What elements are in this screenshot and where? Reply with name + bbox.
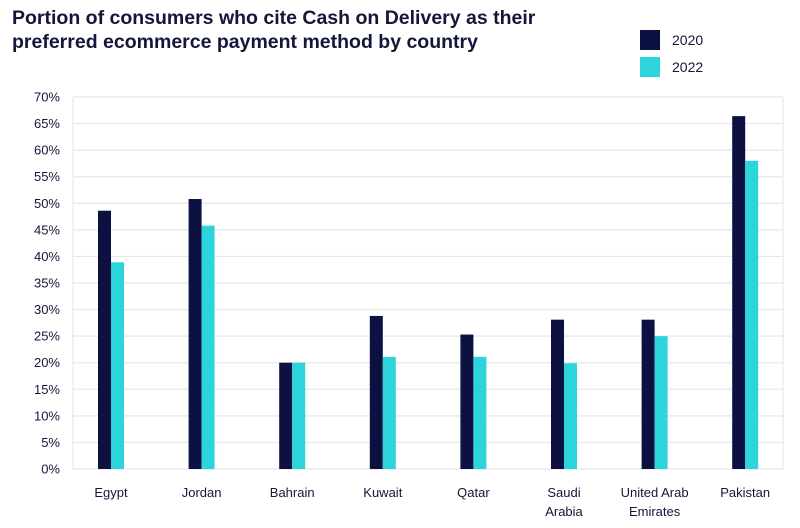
y-tick-label: 55% <box>34 169 60 184</box>
y-tick-label: 30% <box>34 302 60 317</box>
y-tick-label: 5% <box>41 435 60 450</box>
bar-2020-bahrain <box>279 362 293 469</box>
bar-2022-qatar <box>473 356 487 469</box>
bar-2020-qatar <box>460 334 474 469</box>
y-tick-label: 0% <box>41 462 60 477</box>
bar-2020-kuwait <box>369 315 383 469</box>
bar-2022-bahrain <box>292 362 306 469</box>
y-tick-label: 40% <box>34 249 60 264</box>
bar-2020-saudi-arabia <box>551 319 564 469</box>
y-tick-label: 45% <box>34 222 60 237</box>
legend-item-2020: 2020 <box>640 30 703 50</box>
y-tick-label: 50% <box>34 196 60 211</box>
y-tick-label: 70% <box>34 90 60 105</box>
legend-swatch-2022 <box>640 57 660 77</box>
x-tick-label: Arabia <box>545 504 583 519</box>
legend-label: 2020 <box>672 32 704 48</box>
bar-2020-egypt <box>98 210 111 469</box>
y-tick-label: 20% <box>34 355 60 370</box>
x-tick-label: Jordan <box>182 485 222 500</box>
chart-title: Portion of consumers who cite Cash on De… <box>12 7 536 53</box>
x-tick-label: Egypt <box>94 485 128 500</box>
y-tick-label: 35% <box>34 276 60 291</box>
x-tick-label: Qatar <box>457 485 490 500</box>
bar-2020-united-arab-emirates <box>641 319 655 469</box>
legend-swatch-2020 <box>640 30 660 50</box>
bar-2022-kuwait <box>382 356 396 469</box>
bar-2020-pakistan <box>732 116 746 469</box>
bar-2022-pakistan <box>745 160 759 469</box>
bar-2022-jordan <box>201 225 215 469</box>
bar-2022-egypt <box>111 262 124 469</box>
y-tick-label: 10% <box>34 408 60 423</box>
x-tick-label: Emirates <box>629 504 681 519</box>
x-tick-label: Pakistan <box>720 485 770 500</box>
x-tick-label: Bahrain <box>270 485 315 500</box>
y-tick-label: 60% <box>34 143 60 158</box>
y-tick-label: 65% <box>34 116 60 131</box>
x-tick-label: Saudi <box>547 485 580 500</box>
bar-2020-jordan <box>188 199 202 469</box>
bar-2022-united-arab-emirates <box>654 336 668 469</box>
x-tick-label: Kuwait <box>363 485 402 500</box>
y-tick-label: 15% <box>34 382 60 397</box>
x-tick-label: United Arab <box>621 485 689 500</box>
bar-2022-saudi-arabia <box>564 363 577 469</box>
legend-item-2022: 2022 <box>640 57 703 77</box>
legend-label: 2022 <box>672 59 704 75</box>
y-tick-label: 25% <box>34 329 60 344</box>
